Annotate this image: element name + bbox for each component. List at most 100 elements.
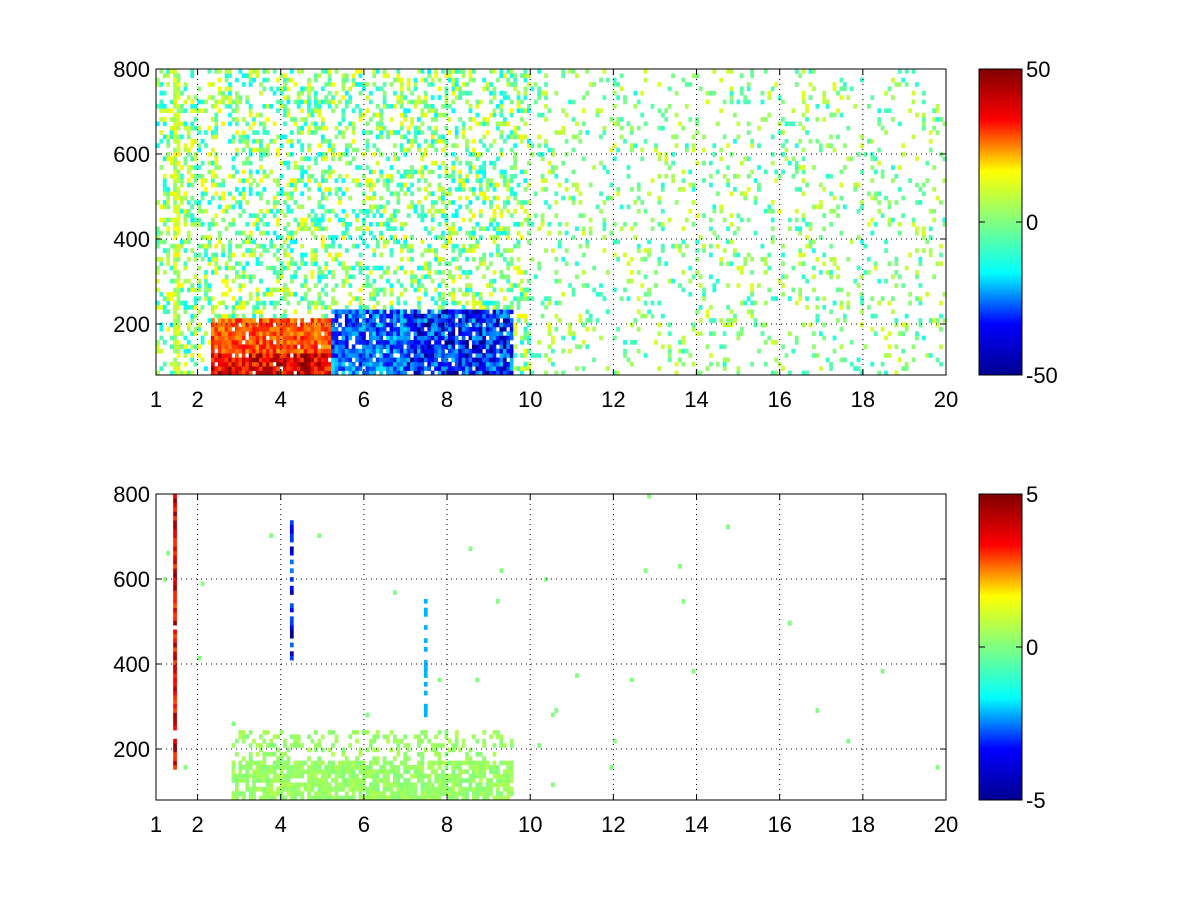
heatmap-cell [310,361,315,367]
heatmap-cell [568,69,572,74]
heatmap-cell [293,782,298,788]
heatmap-cell [417,340,421,345]
heatmap-cell [695,309,699,315]
heatmap-cell [248,187,253,192]
heatmap-cell [526,73,531,79]
heatmap-cell [506,370,511,376]
heatmap-cell [173,90,177,96]
heatmap-cell [444,344,449,350]
heatmap-cell [200,235,205,240]
heatmap-cell [293,274,298,280]
heatmap-cell [413,340,418,345]
heatmap-cell [729,69,734,74]
heatmap-cell [341,335,346,341]
heatmap-cell [458,160,462,166]
heatmap-cell [317,204,322,210]
heatmap-cell [863,270,868,275]
heatmap-cell [348,331,353,336]
heatmap-cell [482,226,487,232]
heatmap-cell [530,86,535,92]
heatmap-cell [423,344,428,350]
heatmap-cell [465,283,469,288]
heatmap-cell [801,112,806,118]
heatmap-cell [156,287,160,293]
heatmap-cell [228,357,232,363]
heatmap-cell [451,230,456,236]
heatmap-cell [894,344,899,350]
heatmap-cell [235,147,239,153]
heatmap-cell [832,147,837,153]
heatmap-cell [434,287,438,293]
heatmap-cell [726,178,730,183]
heatmap-cell [729,322,734,328]
heatmap-cell [314,366,318,371]
heatmap-cell [499,130,504,135]
heatmap-cell [523,77,528,83]
heatmap-cell [217,318,222,323]
heatmap-cell [406,82,411,87]
heatmap-cell [444,361,449,367]
heatmap-cell [382,340,387,345]
heatmap-cell [286,235,291,240]
heatmap-cell [801,99,806,105]
heatmap-cell [719,108,724,114]
heatmap-cell [331,147,335,153]
heatmap-cell [513,173,517,179]
heatmap-cell [289,191,294,197]
heatmap-cell [420,108,425,114]
heatmap-cell [252,357,256,363]
heatmap-cell [932,108,936,114]
heatmap-cell [259,152,263,157]
heatmap-cell [420,344,425,350]
heatmap-cell [310,274,315,280]
heatmap-cell [238,300,243,306]
heatmap-cell [763,117,768,122]
heatmap-cell [468,248,473,253]
heatmap-cell [520,366,524,371]
heatmap-cell [210,173,215,179]
heatmap-cell [368,182,373,188]
heatmap-cell [739,160,744,166]
heatmap-cell [324,305,329,310]
heatmap-cell [832,112,837,118]
heatmap-cell [537,86,541,92]
heatmap-cell [303,226,308,232]
x-tick-label: 10 [518,387,542,412]
heatmap-cell [262,786,267,792]
heatmap-cell [420,169,425,175]
heatmap-cell [259,331,263,336]
heatmap-cell [190,103,195,109]
heatmap-cell [447,239,452,245]
heatmap-cell [173,616,177,622]
heatmap-cell [705,99,710,105]
heatmap-cell [362,353,366,358]
heatmap-cell [341,261,346,267]
heatmap-cell [379,108,383,114]
heatmap-cell [757,348,761,354]
heatmap-cell [348,309,353,315]
heatmap-cell [526,222,531,227]
heatmap-cell [434,326,438,332]
heatmap-cell [248,108,253,114]
heatmap-cell [173,695,177,700]
heatmap-cell [664,117,669,122]
heatmap-cell [547,230,552,236]
heatmap-cell [262,361,267,367]
heatmap-cell [210,357,215,363]
heatmap-cell [581,108,586,114]
heatmap-cell [423,291,428,297]
heatmap-cell [279,344,284,350]
heatmap-cell [939,344,943,350]
heatmap-cell [612,252,617,258]
heatmap-cell [217,361,222,367]
heatmap-cell [283,361,287,367]
heatmap-cell [557,130,562,135]
heatmap-cell [231,765,236,770]
heatmap-cell [262,147,267,153]
heatmap-cell [564,222,569,227]
heatmap-cell [880,361,885,367]
heatmap-cell [338,366,342,371]
heatmap-cell [241,322,246,328]
heatmap-cell [286,348,291,354]
